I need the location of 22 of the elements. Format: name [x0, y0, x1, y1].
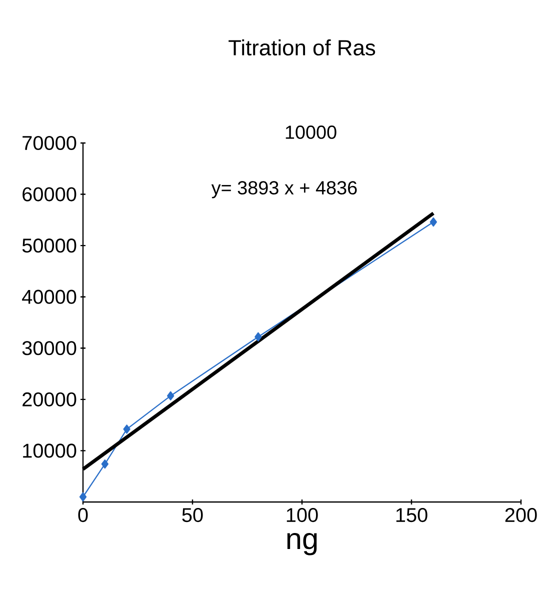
- point: [254, 332, 262, 342]
- x-tick-label: 50: [182, 508, 203, 522]
- y-tick-label: 60000: [22, 187, 76, 202]
- text: 10000: [286, 126, 336, 139]
- point: [79, 492, 87, 502]
- point: [101, 459, 108, 469]
- y-tick-label: 30000: [22, 341, 76, 356]
- point: [123, 424, 130, 434]
- x-tick-label: 0: [78, 508, 88, 522]
- chart-title: Titration of Ras: [228, 39, 376, 56]
- point: [430, 217, 437, 227]
- y-tick-label: 50000: [22, 238, 76, 253]
- x-tick-label: 150: [396, 508, 428, 522]
- annotation: y= 3893 x + 4836: [211, 181, 357, 198]
- x-tick-label: 100: [286, 508, 318, 522]
- x-axis-title: ng: [287, 532, 317, 556]
- y-tick-label: 10000: [23, 444, 76, 458]
- point: [167, 391, 174, 400]
- x-tick-label: 200: [505, 508, 537, 522]
- y-tick-label: 20000: [22, 392, 76, 406]
- y-tick-label: 40000: [22, 290, 76, 304]
- y-tick-label: 70000: [22, 136, 76, 150]
